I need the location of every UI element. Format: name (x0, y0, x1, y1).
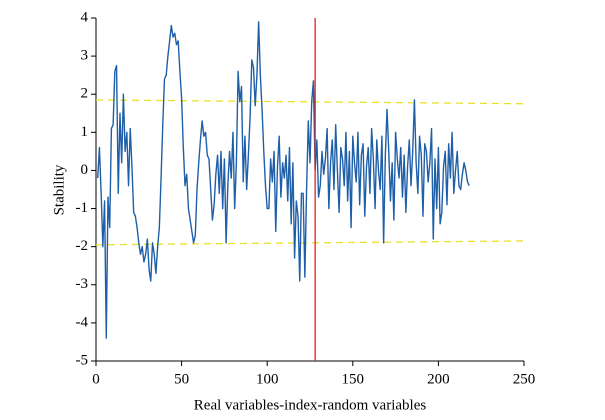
x-tick-label: 0 (92, 371, 100, 387)
data-line (97, 21, 470, 339)
y-tick-label: -1 (76, 200, 89, 216)
x-axis-label: Real variables-index-random variables (194, 397, 427, 413)
y-axis-label: Stability (51, 164, 67, 215)
y-tick-label: -2 (76, 238, 89, 254)
y-tick-label: 2 (81, 86, 89, 102)
threshold-line (95, 240, 525, 246)
y-tick-label: 3 (81, 48, 89, 64)
y-tick-label: 4 (81, 9, 89, 25)
y-tick-label: -3 (76, 276, 89, 292)
y-tick-label: -4 (76, 314, 89, 330)
x-tick-label: 50 (174, 371, 189, 387)
y-tick-label: 1 (81, 124, 89, 140)
x-tick-label: 150 (342, 371, 365, 387)
x-tick-label: 200 (427, 371, 450, 387)
y-tick-label: 0 (81, 162, 89, 178)
x-tick-label: 100 (256, 371, 279, 387)
y-tick-label: -5 (76, 352, 89, 368)
x-tick-label: 250 (513, 371, 536, 387)
threshold-line (95, 99, 525, 105)
